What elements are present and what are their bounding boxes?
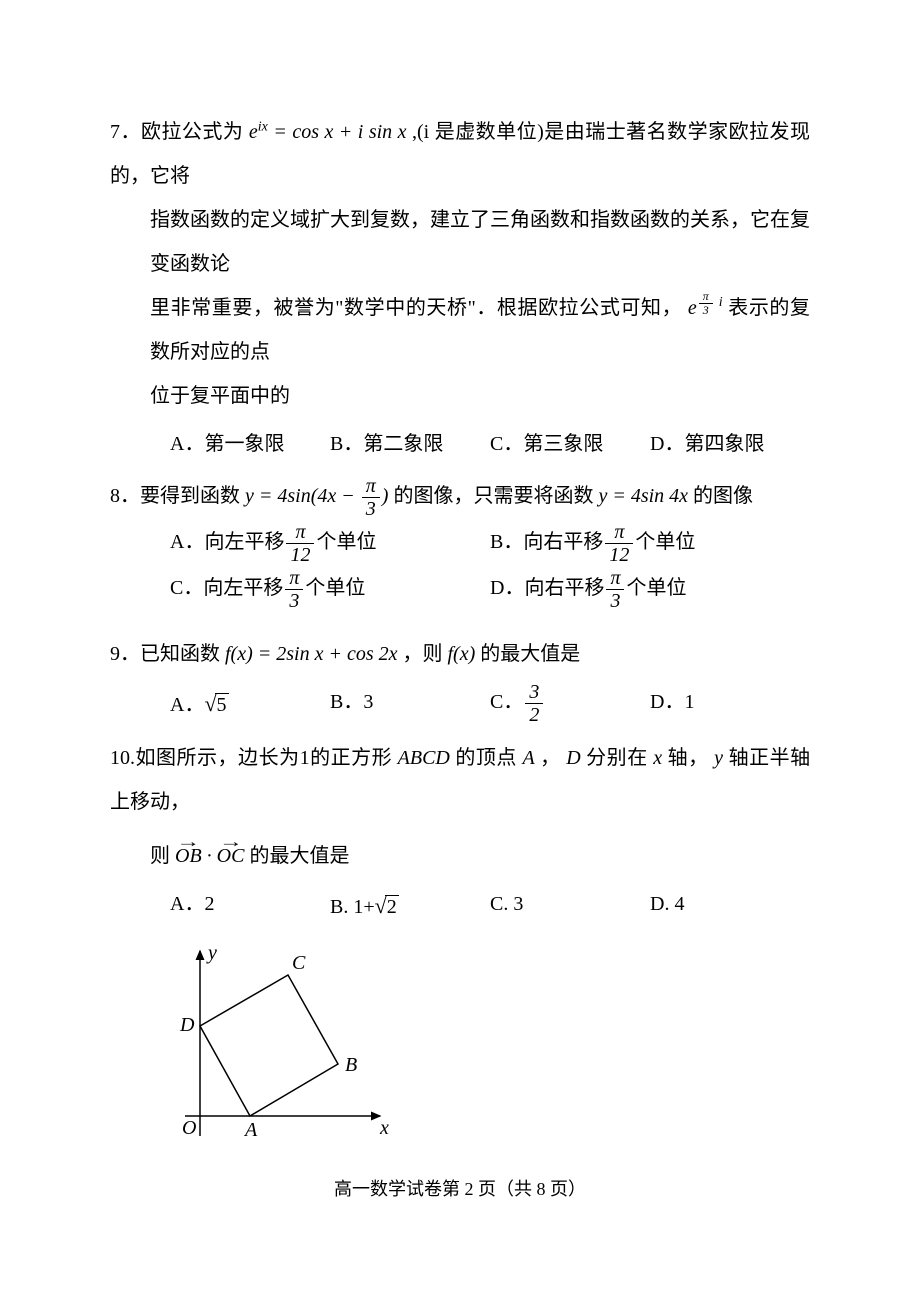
q9-opt-a: A．√5 [170,680,330,728]
q7-line1-pre: 欧拉公式为 [141,121,243,143]
q10-comma1: ， [540,747,561,769]
q10-vec-oc: OC [217,834,245,878]
q7-line3-pre: 里非常重要，被誉为"数学中的天桥"．根据欧拉公式可知， [150,297,682,319]
q10-line1-mid2: 分别在 [586,747,648,769]
q9-fx: f(x) [448,643,476,665]
q8-d-pre: D．向右平移 [490,577,604,599]
question-7: 7．欧拉公式为 eix = cos x + i sin x ,(i 是虚数单位)… [110,110,810,466]
label-y: y [206,942,217,964]
q9-pre: 已知函数 [140,643,220,665]
q10-line2: 则 OB · OC 的最大值是 [110,834,810,878]
q10-line1-mid3: 轴， [668,747,709,769]
q10-line2-pre: 则 [150,845,170,867]
label-A: A [243,1119,258,1141]
q8-d-post: 个单位 [626,577,686,599]
label-C: C [292,952,306,974]
label-O: O [182,1117,196,1139]
q9-c-frac: 32 [525,681,543,726]
q8-a-post: 个单位 [316,531,376,553]
q10-abcd: ABCD [398,747,450,769]
q10-line1-mid1: 的顶点 [455,747,517,769]
q7-number: 7． [110,121,141,143]
q7-line3: 里非常重要，被誉为"数学中的天桥"．根据欧拉公式可知， eπ3 i 表示的复数所… [110,286,810,374]
page-footer: 高一数学试卷第 2 页（共 8 页） [0,1170,920,1210]
q10-x-axis: x [653,747,662,769]
q8-number: 8． [110,485,140,507]
q9-number: 9． [110,643,140,665]
q10-diagram-svg: O A B C D x y [170,941,400,1161]
q9-a-sqrt: √5 [204,680,228,728]
exam-page: 7．欧拉公式为 eix = cos x + i sin x ,(i 是虚数单位)… [0,0,920,1300]
question-8: 8．要得到函数 y = 4sin(4x − π3) 的图像，只需要将函数 y =… [110,474,810,612]
q10-diagram: O A B C D x y [170,941,810,1177]
q8-opt-a: A．向左平移π12个单位 [170,520,490,566]
q8-b-frac: π12 [605,521,633,566]
q9-options: A．√5 B．3 C．32 D．1 [110,680,810,728]
q10-line1: 10.如图所示，边长为1的正方形 ABCD 的顶点 A ， D 分别在 x 轴，… [110,736,810,824]
q7-body: 7．欧拉公式为 eix = cos x + i sin x ,(i 是虚数单位)… [110,110,810,198]
q7-opt-b: B．第二象限 [330,422,490,466]
q10-b-sqrt: √2 [375,882,399,930]
q9-opt-c: C．32 [490,680,650,728]
q8-func2: y = 4sin 4x [598,485,688,507]
q7-exp-formula: eπ3 i [688,297,723,319]
label-x: x [379,1117,389,1139]
q9-a-label: A． [170,694,204,716]
q8-opt-b: B．向右平移π12个单位 [490,520,810,566]
q7-opt-a: A．第一象限 [170,422,330,466]
q10-line1-pre: 如图所示，边长为1的正方形 [135,747,392,769]
q8-post: 的图像 [693,485,753,507]
q8-a-frac: π12 [286,521,314,566]
q10-number: 10. [110,747,135,769]
q10-options: A．2 B. 1+√2 C. 3 D. 4 [110,882,810,930]
q9-c-label: C． [490,691,523,713]
question-10: 10.如图所示，边长为1的正方形 ABCD 的顶点 A ， D 分别在 x 轴，… [110,736,810,1176]
q8-c-frac: π3 [285,567,303,612]
q8-c-pre: C．向左平移 [170,577,283,599]
q9-mid: ，则 [403,643,443,665]
q8-options-row1: A．向左平移π12个单位 B．向右平移π12个单位 [110,520,810,566]
q7-line2: 指数函数的定义域扩大到复数，建立了三角函数和指数函数的关系，它在复变函数论 [110,198,810,286]
q7-opt-c: C．第三象限 [490,422,650,466]
q7-options: A．第一象限 B．第二象限 C．第三象限 D．第四象限 [110,422,810,466]
q7-line4: 位于复平面中的 [110,374,810,418]
q10-y-axis: y [714,747,723,769]
q8-func1: y = 4sin(4x − π3) [245,485,388,507]
q10-opt-d: D. 4 [650,882,810,930]
q8-opt-d: D．向右平移π3个单位 [490,566,810,612]
q8-b-pre: B．向右平移 [490,531,603,553]
q10-opt-b: B. 1+√2 [330,882,490,930]
q8-d-frac: π3 [606,567,624,612]
q10-A: A [522,747,534,769]
q9-opt-d: D．1 [650,680,810,728]
q8-mid: 的图像，只需要将函数 [393,485,593,507]
q9-opt-b: B．3 [330,680,490,728]
q10-line2-post: 的最大值是 [249,845,349,867]
q10-opt-a: A．2 [170,882,330,930]
label-D: D [179,1014,195,1036]
q10-opt-c: C. 3 [490,882,650,930]
question-9: 9．已知函数 f(x) = 2sin x + cos 2x ，则 f(x) 的最… [110,632,810,728]
q7-formula: eix = cos x + i sin x [249,121,407,143]
q9-body: 9．已知函数 f(x) = 2sin x + cos 2x ，则 f(x) 的最… [110,632,810,676]
q8-body: 8．要得到函数 y = 4sin(4x − π3) 的图像，只需要将函数 y =… [110,474,810,520]
q10-D: D [566,747,580,769]
label-B: B [345,1054,357,1076]
q8-a-pre: A．向左平移 [170,531,284,553]
q8-c-post: 个单位 [305,577,365,599]
q10-vec-ob: OB [175,834,202,878]
q10-b-pre: B. 1+ [330,896,375,918]
q7-opt-d: D．第四象限 [650,422,810,466]
q8-opt-c: C．向左平移π3个单位 [170,566,490,612]
q9-func: f(x) = 2sin x + cos 2x [225,643,398,665]
q8-b-post: 个单位 [635,531,695,553]
q9-post: 的最大值是 [480,643,580,665]
q8-options-row2: C．向左平移π3个单位 D．向右平移π3个单位 [110,566,810,612]
q8-pre: 要得到函数 [140,485,240,507]
